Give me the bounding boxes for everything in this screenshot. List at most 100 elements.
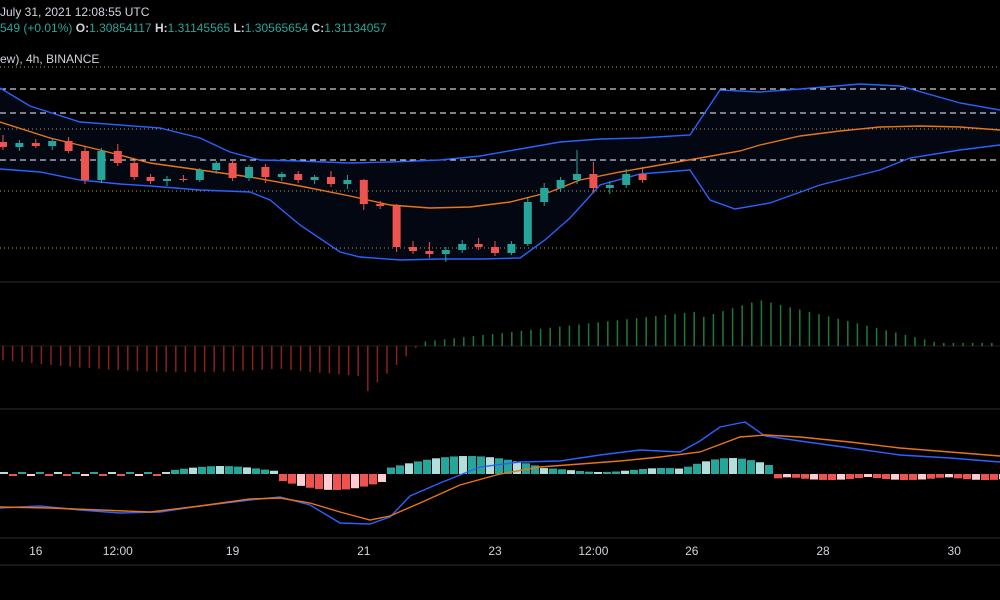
close-label: C: <box>311 21 325 35</box>
candle[interactable] <box>0 135 7 150</box>
macd-histogram-bar <box>333 474 341 490</box>
candle[interactable] <box>359 179 368 210</box>
candle[interactable] <box>146 174 155 184</box>
macd-histogram-bar <box>774 474 782 479</box>
time-axis-tick-label: 30 <box>948 544 962 558</box>
macd-histogram-bar <box>405 463 413 474</box>
candle[interactable] <box>540 183 549 206</box>
candle-body <box>64 141 73 151</box>
candle[interactable] <box>507 241 516 255</box>
candle[interactable] <box>294 171 303 183</box>
candle[interactable] <box>409 241 417 254</box>
symbol-interval-exchange: ew), 4h, BINANCE <box>0 52 100 66</box>
candle-body <box>523 202 532 244</box>
candle[interactable] <box>605 181 614 194</box>
candle[interactable] <box>245 165 253 181</box>
macd-histogram-bar <box>576 471 584 474</box>
candle[interactable] <box>327 171 335 187</box>
macd-histogram-bar <box>477 456 485 474</box>
macd-histogram-bar <box>459 456 467 474</box>
candle[interactable] <box>64 137 73 153</box>
macd-histogram-bar <box>288 474 296 484</box>
candle[interactable] <box>179 175 188 182</box>
candle[interactable] <box>425 242 434 258</box>
macd-histogram-bar <box>126 472 134 474</box>
macd-histogram-bar <box>684 466 692 474</box>
macd-histogram-bar <box>306 474 314 488</box>
time-axis-tick-label: 19 <box>226 544 240 558</box>
candle[interactable] <box>343 175 352 189</box>
macd-histogram-bar <box>81 474 89 476</box>
macd-histogram-bar <box>189 467 197 474</box>
macd-histogram-bar <box>324 474 332 490</box>
candle[interactable] <box>458 240 467 253</box>
candle[interactable] <box>638 167 647 183</box>
candle-body <box>228 163 237 178</box>
candle[interactable] <box>97 148 106 183</box>
candle-body <box>163 179 171 181</box>
candle[interactable] <box>573 150 581 184</box>
low-label: L: <box>233 21 245 35</box>
candle[interactable] <box>130 161 139 180</box>
candle-body <box>507 244 516 253</box>
macd-histogram-bar <box>0 472 8 474</box>
candle[interactable] <box>261 164 270 183</box>
macd-histogram-bar <box>666 468 674 474</box>
candle-body <box>540 188 549 202</box>
macd-histogram-bar <box>351 474 359 489</box>
macd-histogram-bar <box>972 474 980 480</box>
support-resistance-lines <box>0 66 1000 249</box>
macd-histogram-bar <box>495 458 503 474</box>
high-value: 1.31145565 <box>167 21 231 35</box>
candle-body <box>573 174 581 180</box>
macd-histogram-bar <box>990 474 998 480</box>
candle[interactable] <box>48 138 57 150</box>
candlestick-series[interactable] <box>0 135 647 262</box>
candle-body <box>376 204 385 206</box>
macd-histogram-bar <box>909 474 917 480</box>
candle[interactable] <box>31 139 40 148</box>
candle-body <box>146 177 155 181</box>
macd-histogram-bar <box>9 474 17 476</box>
candle[interactable] <box>474 238 483 250</box>
candle[interactable] <box>491 241 499 256</box>
macd-histogram-bar <box>657 468 665 474</box>
macd-histogram-bar <box>513 461 521 474</box>
macd-histogram-bar <box>315 474 323 490</box>
macd-histogram-bar <box>882 474 890 479</box>
candle[interactable] <box>310 175 319 184</box>
candle[interactable] <box>441 247 450 262</box>
candle[interactable] <box>163 176 171 186</box>
candle[interactable] <box>81 147 89 184</box>
candle-body <box>327 177 335 184</box>
candle[interactable] <box>15 140 24 151</box>
candle[interactable] <box>277 172 286 181</box>
candle[interactable] <box>392 204 401 252</box>
macd-histogram-bar <box>675 468 683 474</box>
candle-body <box>113 151 122 163</box>
candle[interactable] <box>589 162 598 193</box>
candle[interactable] <box>228 159 237 181</box>
macd-histogram-bar <box>207 466 215 474</box>
candle[interactable] <box>523 198 532 246</box>
candle-body <box>343 180 352 184</box>
macd-histogram-bar <box>963 474 971 480</box>
candle-body <box>605 185 614 188</box>
time-axis[interactable]: 16 12:00 19 21 23 12:00 26 28 30 <box>29 544 961 558</box>
macd-histogram-bar <box>27 474 35 476</box>
candle[interactable] <box>195 168 204 182</box>
macd-histogram-bar <box>378 474 386 482</box>
candle[interactable] <box>556 177 565 192</box>
candle[interactable] <box>212 161 221 174</box>
candle[interactable] <box>113 144 122 166</box>
candle-body <box>179 179 188 180</box>
macd-histogram-bar <box>531 465 539 474</box>
candle[interactable] <box>622 169 631 188</box>
candle[interactable] <box>376 201 385 209</box>
macd-histogram-bar <box>99 474 107 476</box>
macd-histogram-bar <box>603 471 611 474</box>
macd-histogram-bar <box>846 474 854 479</box>
macd-histogram-bar <box>711 459 719 474</box>
macd-histogram-bar <box>270 470 278 474</box>
